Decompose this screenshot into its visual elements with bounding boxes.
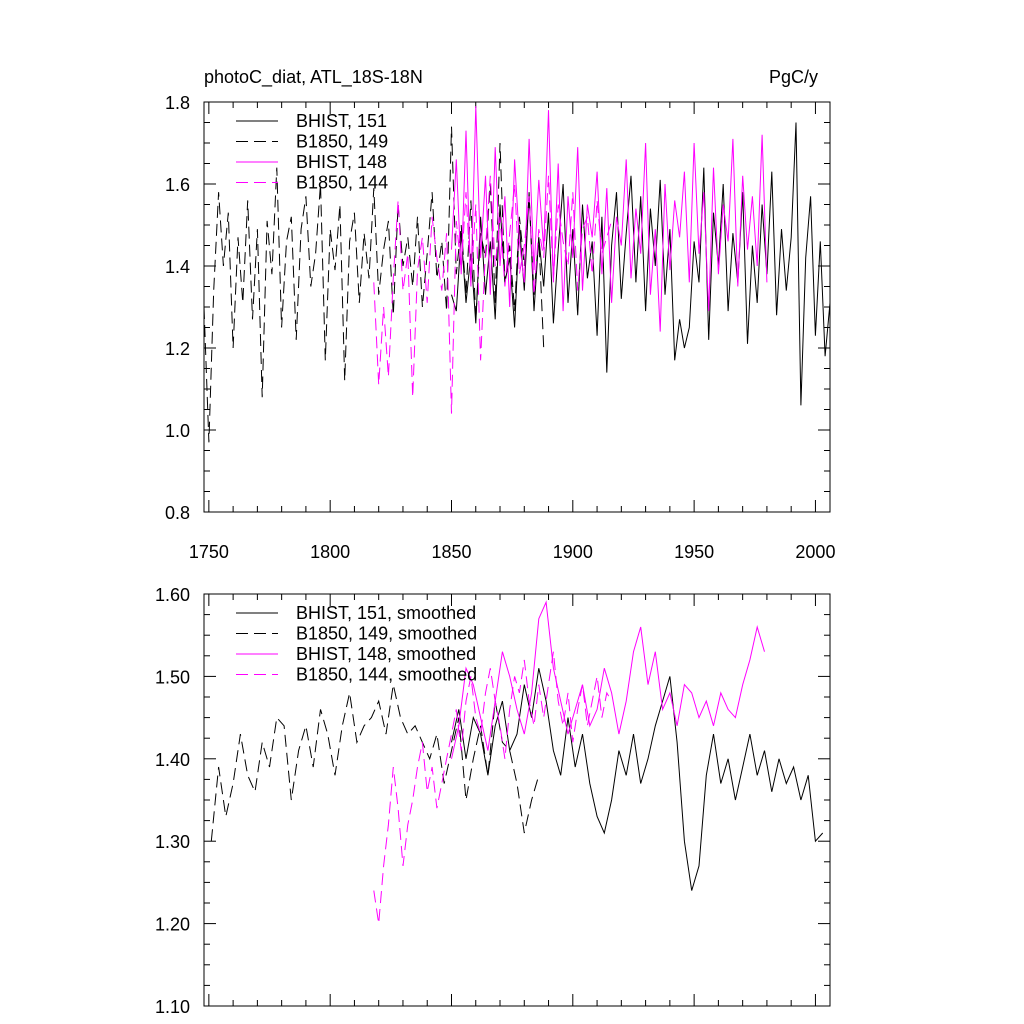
legend-label-3: BHIST, 148 [296,152,387,172]
series-line-2 [210,684,540,842]
series-line-4 [373,651,613,924]
series-line-3 [451,106,768,332]
legend-label-1: BHIST, 151, smoothed [296,603,476,623]
units-label: PgC/y [769,67,818,87]
series-line-1 [451,668,824,891]
legend-label-2: B1850, 149 [296,132,388,152]
y-tick-label: 0.8 [165,503,190,523]
x-tick-label: 1800 [310,542,350,562]
y-tick-label: 1.8 [165,93,190,113]
legend-label-3: BHIST, 148, smoothed [296,644,476,664]
y-tick-label: 1.50 [155,667,190,687]
top-plot-frame [203,101,831,513]
y-tick-label: 1.60 [155,585,190,605]
bottom-plot-frame [203,593,831,1007]
x-tick-label: 1750 [189,542,229,562]
top-axis-ticks: 0.8 1.0 1.2 1.4 1.6 1.8 1750 1800 1850 1900 1950 20… [165,93,835,562]
series-line-2 [203,126,545,443]
chart-title: photoC_diat, ATL_18S-18N [204,67,423,88]
legend-label-1: BHIST, 151 [296,111,387,131]
bottom-axis-ticks: 1.10 1.20 1.30 1.40 1.50 1.60 [155,585,830,1017]
series-line-4 [373,175,613,414]
top-panel: photoC_diat, ATL_18S-18N PgC/y 0.8 1.0 1.2… [165,67,835,562]
y-tick-label: 1.30 [155,832,190,852]
y-tick-label: 1.0 [165,421,190,441]
legend-label-4: B1850, 144, smoothed [296,665,477,685]
top-series-lines [203,106,831,443]
y-tick-label: 1.4 [165,257,190,277]
x-tick-label: 2000 [795,542,835,562]
x-tick-label: 1900 [553,542,593,562]
bottom-series-lines [210,600,824,924]
legend-label-4: B1850, 144 [296,173,388,193]
y-tick-label: 1.2 [165,339,190,359]
bottom-panel: 1.10 1.20 1.30 1.40 1.50 1.60 BHIST, 151, smo… [155,585,831,1017]
y-tick-label: 1.20 [155,915,190,935]
series-line-3 [451,600,765,759]
x-tick-label: 1850 [431,542,471,562]
y-tick-label: 1.6 [165,175,190,195]
y-tick-label: 1.40 [155,750,190,770]
legend-label-2: B1850, 149, smoothed [296,624,477,644]
x-tick-label: 1950 [674,542,714,562]
y-tick-label: 1.10 [155,997,190,1017]
